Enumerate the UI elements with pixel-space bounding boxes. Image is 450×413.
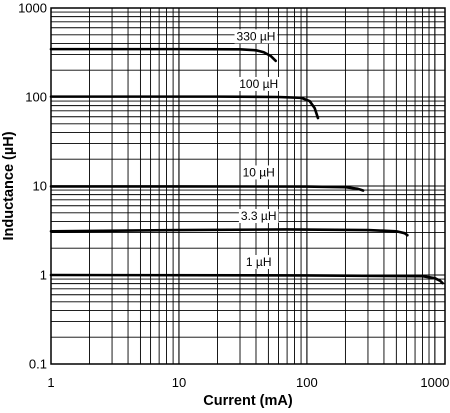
x-axis-title: Current (mA) <box>203 393 293 409</box>
curve-label-text: 1 µH <box>246 255 272 269</box>
inductance-curve <box>49 228 409 237</box>
curve-label: 100 µH <box>237 76 281 91</box>
inductance-curve <box>49 185 365 192</box>
x-tick-label: 1000 <box>420 375 449 390</box>
curve-label-text: 3.3 µH <box>241 209 277 223</box>
inductance-curve <box>49 273 444 285</box>
x-tick-labels: 1 10 100 1000 <box>47 375 449 390</box>
x-tick-label: 10 <box>172 375 186 390</box>
inductance-curve <box>49 47 277 63</box>
curve-label-background <box>237 76 281 91</box>
y-tick-label: 1 <box>40 268 47 283</box>
curve-label: 10 µH <box>240 165 277 180</box>
curve-label: 3.3 µH <box>238 209 279 224</box>
curve-label-text: 100 µH <box>239 77 278 91</box>
x-tick-label: 100 <box>296 375 318 390</box>
curve-label: 1 µH <box>243 254 274 269</box>
y-tick-labels: 1000 100 10 1 0.1 <box>18 1 47 372</box>
y-axis-title: Inductance (µH) <box>1 131 17 240</box>
y-tick-label: 100 <box>25 90 47 105</box>
inductance-curve <box>49 95 320 120</box>
curve-label-background <box>240 165 277 180</box>
curve-label-background <box>243 254 274 269</box>
y-tick-label: 1000 <box>18 1 47 16</box>
curves-group <box>49 47 444 285</box>
y-tick-label: 10 <box>33 179 47 194</box>
curve-label-text: 10 µH <box>243 165 275 179</box>
curve-label-background <box>234 29 278 44</box>
curve-label: 330 µH <box>234 29 278 44</box>
y-tick-label: 0.1 <box>29 357 47 372</box>
curve-label-background <box>238 209 279 224</box>
curve-label-text: 330 µH <box>237 29 276 43</box>
curve-labels-group: 330 µH 100 µH 10 µH 3.3 µH 1 µH <box>234 29 281 269</box>
x-tick-label: 1 <box>47 375 54 390</box>
